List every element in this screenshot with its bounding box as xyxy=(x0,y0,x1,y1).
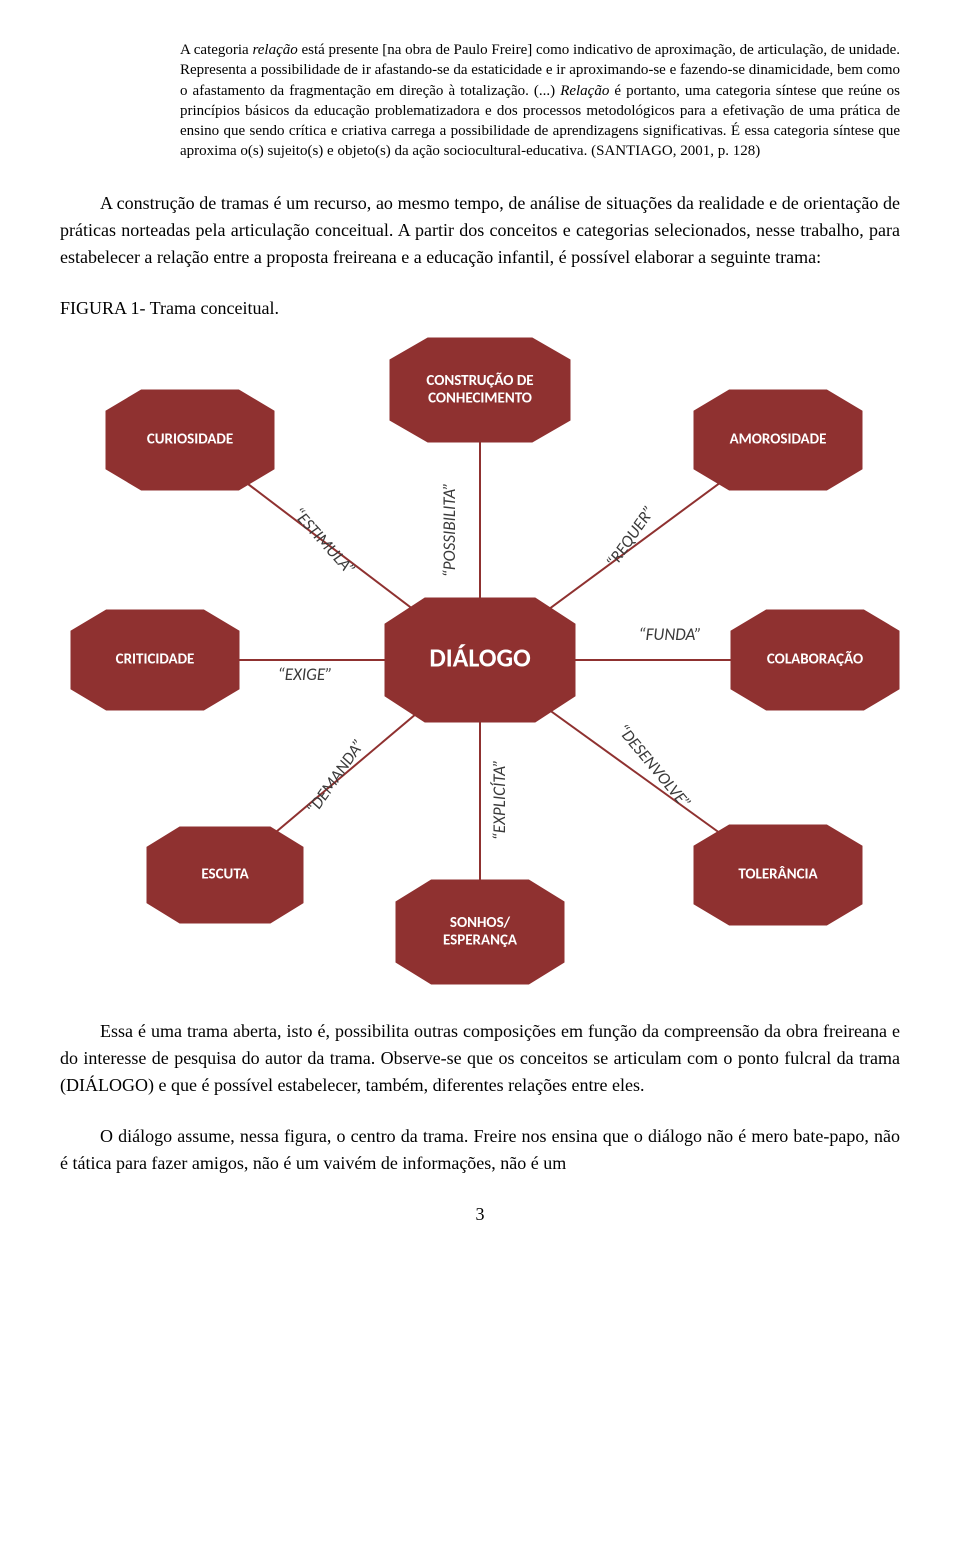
edge-label-escuta: “DEMANDA” xyxy=(302,735,369,819)
quote-text: A categoria relação está presente [na ob… xyxy=(180,42,900,159)
edge-label-criticidade: “EXIGE” xyxy=(278,664,333,685)
edge-label-amorosidade: “REQUER” xyxy=(601,501,659,571)
paragraph-1: A construção de tramas é um recurso, ao … xyxy=(60,190,900,271)
page-number: 3 xyxy=(60,1201,900,1228)
node-construcao: CONSTRUÇÃO DECONHECIMENTO xyxy=(390,338,570,442)
node-label-dialogo: DIÁLOGO xyxy=(429,641,530,673)
node-label-criticidade: CRITICIDADE xyxy=(116,650,195,668)
paragraph-3: O diálogo assume, nessa figura, o centro… xyxy=(60,1123,900,1177)
concept-map-diagram: “POSSIBILITA” “REQUER” “FUNDA” “DESENVOLVE”… xyxy=(60,330,900,990)
node-colaboracao: COLABORAÇÃO xyxy=(731,610,899,710)
node-label-amorosidade: AMOROSIDADE xyxy=(730,430,827,448)
node-escuta: ESCUTA xyxy=(147,827,303,923)
figure-caption: FIGURA 1- Trama conceitual. xyxy=(60,295,900,322)
node-label-escuta: ESCUTA xyxy=(201,865,249,883)
edge-label-sonhos: “EXPLICÍTA” xyxy=(489,759,510,840)
node-label-tolerancia: TOLERÂNCIA xyxy=(738,864,818,883)
node-label-construcao-0: CONSTRUÇÃO DE xyxy=(426,371,533,390)
edge-label-tolerancia: “DESENVOLVE” xyxy=(613,719,696,812)
node-label-sonhos-1: ESPERANÇA xyxy=(443,931,518,949)
edge-label-construcao: “POSSIBILITA” xyxy=(439,482,460,577)
edge-label-colaboracao: “FUNDA” xyxy=(639,624,702,645)
node-label-colaboracao: COLABORAÇÃO xyxy=(767,649,863,668)
node-curiosidade: CURIOSIDADE xyxy=(106,390,274,490)
node-label-sonhos-0: SONHOS/ xyxy=(450,914,511,932)
paragraph-2: Essa é uma trama aberta, isto é, possibi… xyxy=(60,1018,900,1099)
node-label-curiosidade: CURIOSIDADE xyxy=(147,430,233,448)
node-label-construcao-1: CONHECIMENTO xyxy=(428,389,532,407)
node-amorosidade: AMOROSIDADE xyxy=(694,390,862,490)
block-quote: A categoria relação está presente [na ob… xyxy=(180,40,900,162)
node-sonhos: SONHOS/ESPERANÇA xyxy=(396,880,564,984)
node-dialogo: DIÁLOGO xyxy=(385,598,575,722)
edge-label-curiosidade: “ESTIMULA” xyxy=(288,503,360,579)
diagram-svg: “POSSIBILITA” “REQUER” “FUNDA” “DESENVOLVE”… xyxy=(60,330,900,990)
node-tolerancia: TOLERÂNCIA xyxy=(694,825,862,925)
node-criticidade: CRITICIDADE xyxy=(71,610,239,710)
